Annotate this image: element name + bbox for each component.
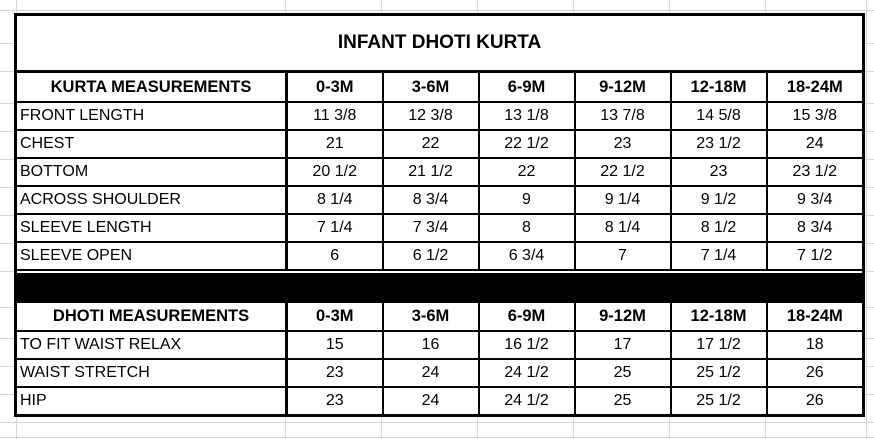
kurta-section-header: KURTA MEASUREMENTS (14, 70, 288, 103)
measurement-value: 21 1/2 (381, 157, 480, 187)
measurement-value: 8 3/4 (765, 213, 865, 243)
measurement-value: 6 (285, 241, 384, 271)
measurement-value: 6 1/2 (381, 241, 480, 271)
row-label: SLEEVE LENGTH (14, 213, 288, 243)
measurement-value: 13 1/8 (477, 101, 576, 131)
measurement-value: 18 (765, 330, 865, 360)
table-title: INFANT DHOTI KURTA (14, 13, 865, 73)
table-row: ACROSS SHOULDER 8 1/4 8 3/4 9 9 1/4 9 1/… (14, 185, 865, 215)
table-row: BOTTOM 20 1/2 21 1/2 22 22 1/2 23 23 1/2 (14, 157, 865, 187)
measurement-value: 23 (573, 129, 672, 159)
row-label: FRONT LENGTH (14, 101, 288, 131)
measurement-value: 7 1/2 (765, 241, 865, 271)
measurement-value: 26 (765, 386, 865, 417)
measurement-value: 25 1/2 (669, 386, 768, 417)
measurement-value: 26 (765, 358, 865, 388)
measurement-value: 24 (765, 129, 865, 159)
table-row (14, 269, 865, 302)
size-column-header: 9-12M (573, 301, 672, 332)
measurement-value: 25 (573, 358, 672, 388)
size-column-header: 6-9M (477, 301, 576, 332)
measurement-value: 22 1/2 (573, 157, 672, 187)
measurement-value: 8 1/2 (669, 213, 768, 243)
measurement-value: 23 1/2 (669, 129, 768, 159)
measurement-value: 14 5/8 (669, 101, 768, 131)
measurement-value: 23 1/2 (765, 157, 865, 187)
measurement-value: 16 1/2 (477, 330, 576, 360)
measurement-value: 23 (285, 386, 384, 417)
measurement-value: 9 1/2 (669, 185, 768, 215)
size-column-header: 18-24M (765, 301, 865, 332)
size-column-header: 9-12M (573, 70, 672, 103)
measurement-value: 23 (285, 358, 384, 388)
measurement-value: 20 1/2 (285, 157, 384, 187)
size-column-header: 3-6M (381, 70, 480, 103)
measurement-value: 24 (381, 358, 480, 388)
measurement-value: 8 3/4 (381, 185, 480, 215)
measurement-value: 8 (477, 213, 576, 243)
size-column-header: 0-3M (285, 70, 384, 103)
measurement-value: 22 1/2 (477, 129, 576, 159)
table-row: DHOTI MEASUREMENTS 0-3M 3-6M 6-9M 9-12M … (14, 301, 865, 332)
measurement-value: 7 1/4 (285, 213, 384, 243)
table-row: TO FIT WAIST RELAX 15 16 16 1/2 17 17 1/… (14, 330, 865, 360)
measurement-value: 24 1/2 (477, 386, 576, 417)
measurement-value: 9 1/4 (573, 185, 672, 215)
measurement-value: 12 3/8 (381, 101, 480, 131)
measurement-value: 22 (477, 157, 576, 187)
table-row: SLEEVE LENGTH 7 1/4 7 3/4 8 8 1/4 8 1/2 … (14, 213, 865, 243)
table-row: WAIST STRETCH 23 24 24 1/2 25 25 1/2 26 (14, 358, 865, 388)
measurement-value: 9 3/4 (765, 185, 865, 215)
table-row: SLEEVE OPEN 6 6 1/2 6 3/4 7 7 1/4 7 1/2 (14, 241, 865, 271)
measurement-value: 24 (381, 386, 480, 417)
row-label: TO FIT WAIST RELAX (14, 330, 288, 360)
measurement-value: 23 (669, 157, 768, 187)
size-column-header: 0-3M (285, 301, 384, 332)
measurement-value: 7 (573, 241, 672, 271)
row-label: BOTTOM (14, 157, 288, 187)
measurement-value: 15 3/8 (765, 101, 865, 131)
black-divider-band (14, 269, 865, 302)
table-row: FRONT LENGTH 11 3/8 12 3/8 13 1/8 13 7/8… (14, 101, 865, 131)
measurement-value: 17 1/2 (669, 330, 768, 360)
table-row: INFANT DHOTI KURTA (14, 13, 865, 73)
measurement-value: 25 (573, 386, 672, 417)
row-label: HIP (14, 386, 288, 417)
row-label: CHEST (14, 129, 288, 159)
measurement-value: 24 1/2 (477, 358, 576, 388)
measurement-value: 21 (285, 129, 384, 159)
measurement-value: 15 (285, 330, 384, 360)
measurement-value: 25 1/2 (669, 358, 768, 388)
measurement-value: 17 (573, 330, 672, 360)
measurement-value: 7 1/4 (669, 241, 768, 271)
size-column-header: 12-18M (669, 301, 768, 332)
dhoti-section-header: DHOTI MEASUREMENTS (14, 301, 288, 332)
measurement-value: 7 3/4 (381, 213, 480, 243)
measurement-value: 16 (381, 330, 480, 360)
size-column-header: 18-24M (765, 70, 865, 103)
measurement-value: 11 3/8 (285, 101, 384, 131)
size-column-header: 6-9M (477, 70, 576, 103)
measurement-value: 13 7/8 (573, 101, 672, 131)
size-chart-table: INFANT DHOTI KURTA KURTA MEASUREMENTS 0-… (14, 13, 866, 417)
measurement-value: 6 3/4 (477, 241, 576, 271)
measurement-value: 22 (381, 129, 480, 159)
table-row: KURTA MEASUREMENTS 0-3M 3-6M 6-9M 9-12M … (14, 70, 865, 103)
measurement-value: 8 1/4 (573, 213, 672, 243)
size-column-header: 12-18M (669, 70, 768, 103)
size-column-header: 3-6M (381, 301, 480, 332)
row-label: SLEEVE OPEN (14, 241, 288, 271)
row-label: WAIST STRETCH (14, 358, 288, 388)
measurement-value: 8 1/4 (285, 185, 384, 215)
row-label: ACROSS SHOULDER (14, 185, 288, 215)
table-row: CHEST 21 22 22 1/2 23 23 1/2 24 (14, 129, 865, 159)
measurement-value: 9 (477, 185, 576, 215)
table-row: HIP 23 24 24 1/2 25 25 1/2 26 (14, 386, 865, 417)
